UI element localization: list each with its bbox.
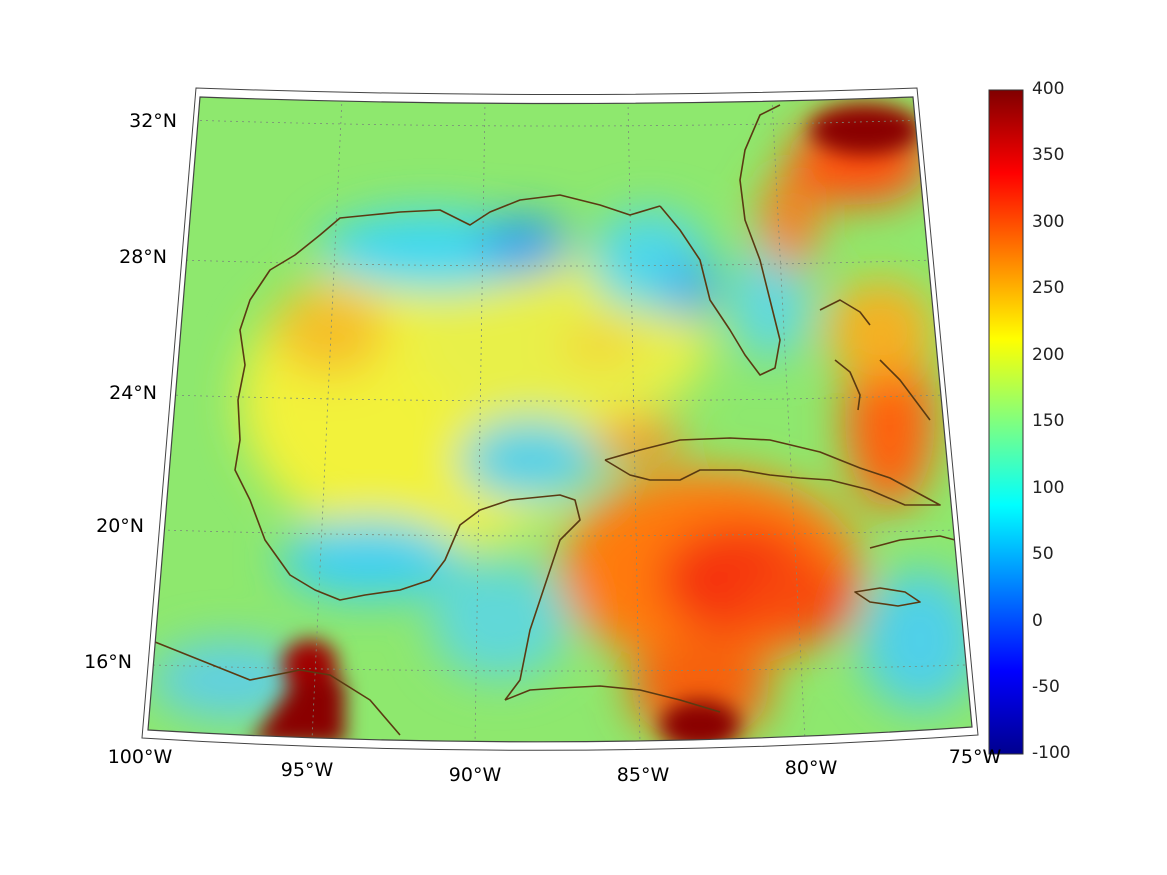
colorbar-label-200: 200 xyxy=(1032,345,1065,365)
lon-label-95w: 95°W xyxy=(280,759,334,781)
colorbar xyxy=(988,89,1024,755)
coastlines xyxy=(154,104,956,736)
colorbar-label-150: 150 xyxy=(1032,411,1065,431)
lon-label-75w: 75°W xyxy=(948,746,1002,768)
colorbar-label-neg100: -100 xyxy=(1032,743,1071,763)
lon-label-85w: 85°W xyxy=(616,764,670,786)
colorbar-label-50: 50 xyxy=(1032,544,1054,564)
colorbar-label-neg50: -50 xyxy=(1032,677,1060,697)
lat-label-16n: 16°N xyxy=(84,651,132,673)
lon-label-100w: 100°W xyxy=(107,746,173,768)
lon-label-80w: 80°W xyxy=(784,757,838,779)
colorbar-label-400: 400 xyxy=(1032,79,1065,99)
colorbar-label-350: 350 xyxy=(1032,145,1065,165)
lat-label-28n: 28°N xyxy=(119,246,167,268)
data-field xyxy=(148,97,972,742)
lat-label-20n: 20°N xyxy=(96,515,144,537)
map-frame-outer xyxy=(141,87,979,751)
lon-label-90w: 90°W xyxy=(448,764,502,786)
lat-label-32n: 32°N xyxy=(129,110,177,132)
colorbar-label-300: 300 xyxy=(1032,212,1065,232)
colorbar-label-0: 0 xyxy=(1032,611,1043,631)
lat-label-24n: 24°N xyxy=(109,382,157,404)
graticule xyxy=(152,97,966,742)
map-frame xyxy=(147,96,973,743)
colorbar-label-250: 250 xyxy=(1032,278,1065,298)
colorbar-label-100: 100 xyxy=(1032,478,1065,498)
